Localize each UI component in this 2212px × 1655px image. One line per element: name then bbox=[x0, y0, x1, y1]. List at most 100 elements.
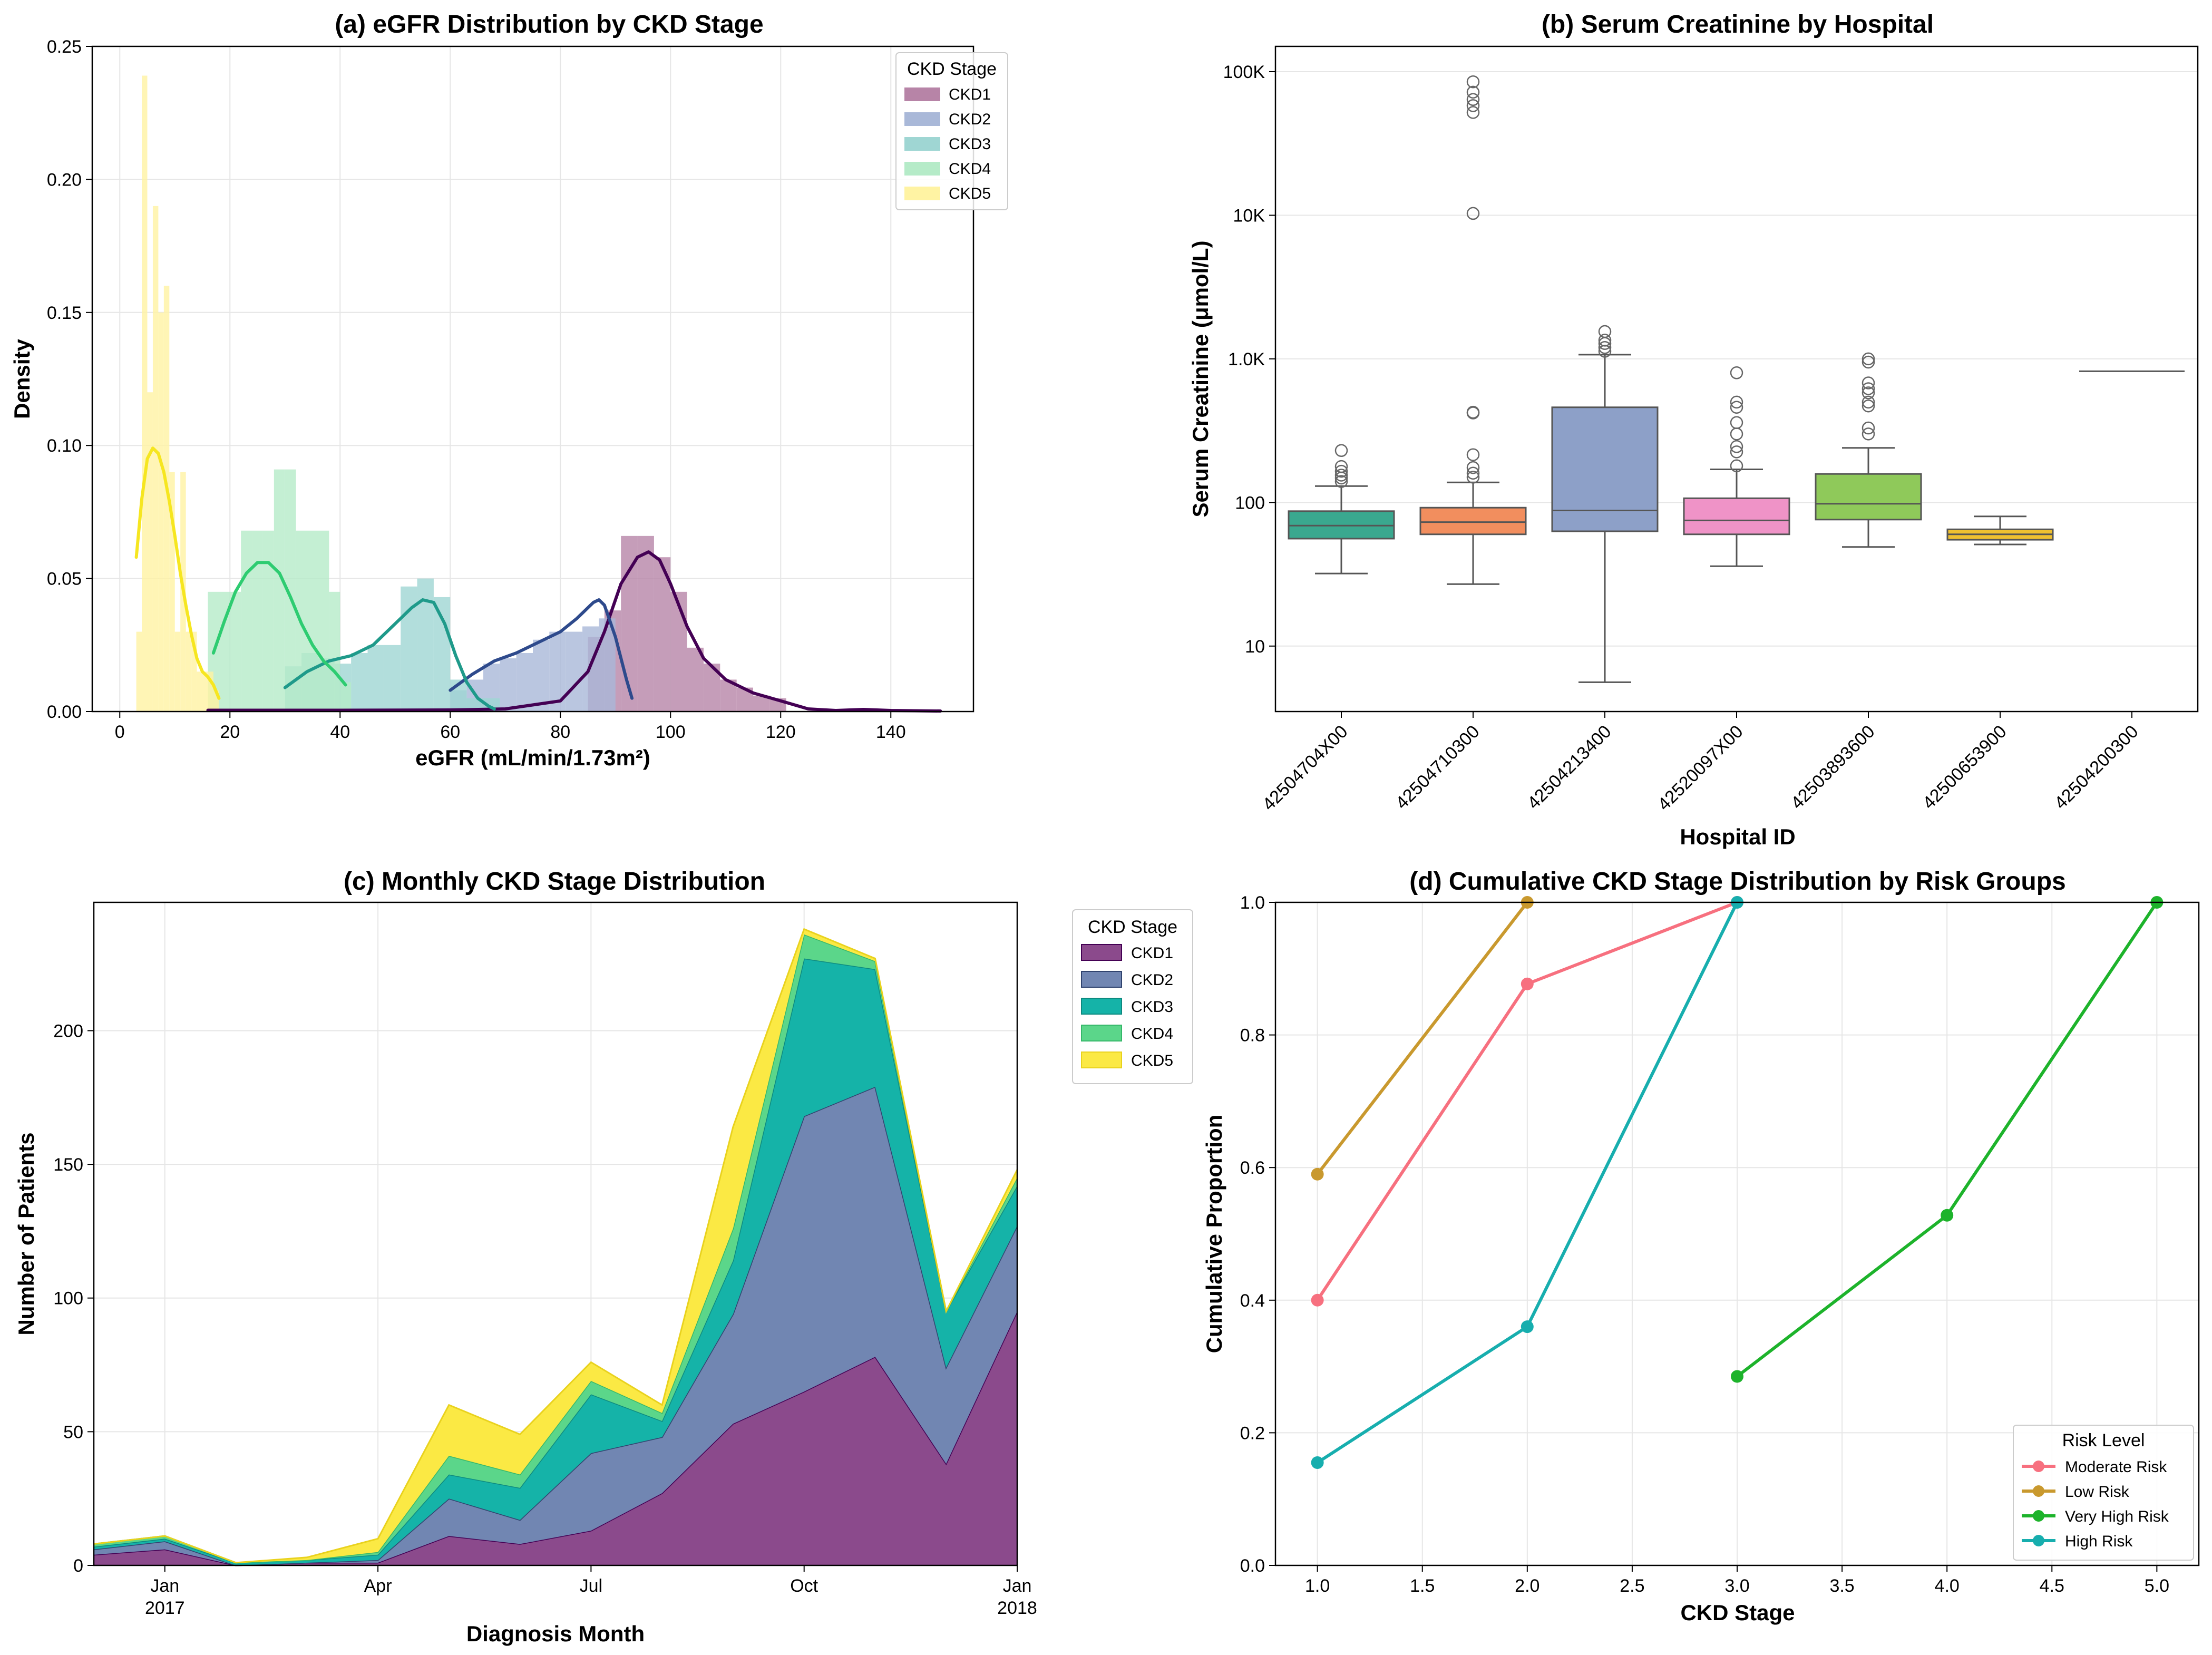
box-iqr bbox=[1551, 406, 1659, 532]
legend-marker-moderate-risk bbox=[2033, 1461, 2044, 1472]
panel-a-y-ticks: 0.00 0.05 0.10 0.15 0.20 0.25 bbox=[47, 37, 92, 722]
box-outlier bbox=[1466, 85, 1480, 99]
panel-d-y-tick-label: 0.4 bbox=[1240, 1291, 1265, 1311]
histogram-bar-ckd5 bbox=[142, 75, 148, 712]
legend-marker-low-risk bbox=[2033, 1485, 2044, 1497]
legend-label-low-risk: Low Risk bbox=[2065, 1483, 2130, 1501]
panel-c-x-tick-label: Jan bbox=[1003, 1576, 1032, 1596]
box-outlier bbox=[1466, 75, 1480, 89]
panel-d-grid bbox=[1275, 902, 2199, 1566]
panel-d-x-ticks: 1.0 1.5 2.0 2.5 3.0 3.5 4.0 4.5 5.0 bbox=[1305, 1565, 2169, 1596]
histogram-bar-ckd4 bbox=[340, 682, 352, 712]
panel-d-y-tick-label: 0.0 bbox=[1240, 1556, 1265, 1576]
histogram-bar-ckd5 bbox=[202, 671, 208, 712]
box-outlier bbox=[1334, 469, 1348, 482]
box-outlier bbox=[1862, 421, 1875, 435]
histogram-bar-ckd5 bbox=[213, 690, 219, 712]
box-outlier bbox=[1862, 352, 1875, 366]
histogram-bar-ckd2 bbox=[516, 653, 533, 712]
panel-d: (d) Cumulative CKD Stage Distribution by… bbox=[1202, 868, 2200, 1625]
legend-swatch-ckd1 bbox=[904, 87, 940, 101]
panel-a-x-tick-label: 100 bbox=[656, 722, 686, 742]
box-outlier bbox=[1730, 395, 1743, 409]
legend-label-moderate-risk: Moderate Risk bbox=[2065, 1458, 2167, 1476]
point-high-risk bbox=[1311, 1456, 1324, 1469]
panel-c: (c) Monthly CKD Stage Distribution Jan20… bbox=[14, 868, 1193, 1646]
histogram-bar-ckd2 bbox=[599, 618, 616, 712]
histogram-bar-ckd4 bbox=[318, 530, 329, 712]
panel-a-x-tick-label: 60 bbox=[440, 722, 460, 742]
panel-c-y-ticks: 0 50 100 150 200 bbox=[53, 1021, 94, 1576]
histogram-bar-ckd5 bbox=[136, 631, 142, 712]
panel-d-x-tick-label: 5.0 bbox=[2145, 1576, 2169, 1596]
panel-a-legend-items: CKD1 CKD2 CKD3 CKD4 CKD5 bbox=[904, 86, 991, 202]
panel-a-legend-title: CKD Stage bbox=[907, 59, 997, 79]
panel-a-legend: CKD Stage CKD1 CKD2 CKD3 CKD4 CKD5 bbox=[895, 52, 1008, 210]
histogram-bar-ckd2 bbox=[500, 658, 517, 712]
panel-b-y-tick-label: 1.0K bbox=[1228, 349, 1265, 369]
box-outlier bbox=[1730, 440, 1743, 453]
legend-label-very-high-risk: Very High Risk bbox=[2065, 1508, 2169, 1525]
panel-b-y-tick-label: 100K bbox=[1223, 62, 1265, 82]
histogram-bar-ckd4 bbox=[274, 469, 285, 712]
panel-b-boxes bbox=[1288, 75, 2185, 683]
kde-line-ckd3 bbox=[283, 598, 496, 710]
box-outlier bbox=[1334, 444, 1348, 457]
area-ckd1 bbox=[94, 1311, 1017, 1565]
box-outlier bbox=[1862, 427, 1875, 441]
panel-d-y-label: Cumulative Proportion bbox=[1202, 1115, 1226, 1354]
kde-line-ckd1 bbox=[206, 550, 942, 713]
area-ckd4 bbox=[94, 934, 1017, 1563]
panel-a-frame bbox=[91, 45, 975, 713]
box-outlier bbox=[1334, 475, 1348, 488]
panel-d-x-tick-label: 1.0 bbox=[1305, 1576, 1330, 1596]
histogram-bar-ckd3 bbox=[384, 645, 401, 712]
legend-label-high-risk: High Risk bbox=[2065, 1533, 2133, 1550]
histogram-bar-ckd4 bbox=[307, 530, 318, 712]
legend-label-ckd2: CKD2 bbox=[949, 111, 991, 128]
histogram-bar-ckd4 bbox=[241, 530, 252, 712]
panel-b-x-label: Hospital ID bbox=[1680, 824, 1795, 849]
histogram-bar-ckd4 bbox=[219, 591, 230, 712]
panel-c-y-tick-label: 0 bbox=[73, 1556, 83, 1576]
panel-a-x-tick-label: 120 bbox=[766, 722, 796, 742]
histogram-bar-ckd4 bbox=[285, 469, 296, 712]
panel-a-kde-lines bbox=[134, 446, 942, 713]
panel-b-y-tick-label: 100 bbox=[1235, 493, 1265, 513]
legend-label-ckd4: CKD4 bbox=[1131, 1025, 1173, 1043]
panel-d-x-tick-label: 2.0 bbox=[1515, 1576, 1539, 1596]
histogram-bar-ckd1 bbox=[621, 536, 638, 712]
panel-a-x-tick-label: 20 bbox=[220, 722, 240, 742]
panel-b-title: (b) Serum Creatinine by Hospital bbox=[1542, 11, 1934, 38]
histogram-bar-ckd3 bbox=[417, 578, 434, 712]
histogram-bar-ckd5 bbox=[147, 392, 153, 712]
box-outlier bbox=[1862, 382, 1875, 395]
kde-line-ckd5 bbox=[134, 446, 221, 700]
box-outlier bbox=[1862, 355, 1875, 369]
box-iqr bbox=[1683, 497, 1790, 536]
area-ckd3 bbox=[94, 958, 1017, 1565]
legend-label-ckd1: CKD1 bbox=[1131, 945, 1173, 962]
histogram-bar-ckd1 bbox=[687, 647, 704, 712]
panel-d-y-tick-label: 0.2 bbox=[1240, 1423, 1265, 1443]
legend-label-ckd4: CKD4 bbox=[949, 160, 991, 178]
histogram-bar-ckd5 bbox=[158, 312, 164, 712]
panel-a-title: (a) eGFR Distribution by CKD Stage bbox=[335, 11, 763, 38]
panel-c-y-tick-label: 150 bbox=[53, 1155, 83, 1175]
legend-swatch-ckd2 bbox=[1081, 971, 1122, 988]
panel-d-lines bbox=[1311, 896, 2164, 1469]
boxplot-42520097X00 bbox=[1683, 366, 1790, 567]
panel-c-x-tick-year: 2018 bbox=[997, 1598, 1037, 1618]
box-outlier bbox=[1466, 448, 1480, 462]
histogram-bar-ckd5 bbox=[186, 631, 192, 712]
box-outlier bbox=[1466, 471, 1480, 484]
panel-d-y-tick-label: 0.6 bbox=[1240, 1158, 1265, 1178]
legend-swatch-ckd2 bbox=[904, 112, 940, 126]
boxplot-42503893600 bbox=[1815, 352, 1922, 548]
panel-b-y-tick-label: 10K bbox=[1233, 206, 1265, 226]
point-very-high-risk bbox=[1941, 1209, 1954, 1222]
legend-label-ckd5: CKD5 bbox=[949, 185, 991, 202]
point-high-risk bbox=[1521, 1320, 1534, 1333]
kde-line-ckd4 bbox=[211, 561, 347, 687]
kde-line-ckd2 bbox=[449, 598, 634, 700]
